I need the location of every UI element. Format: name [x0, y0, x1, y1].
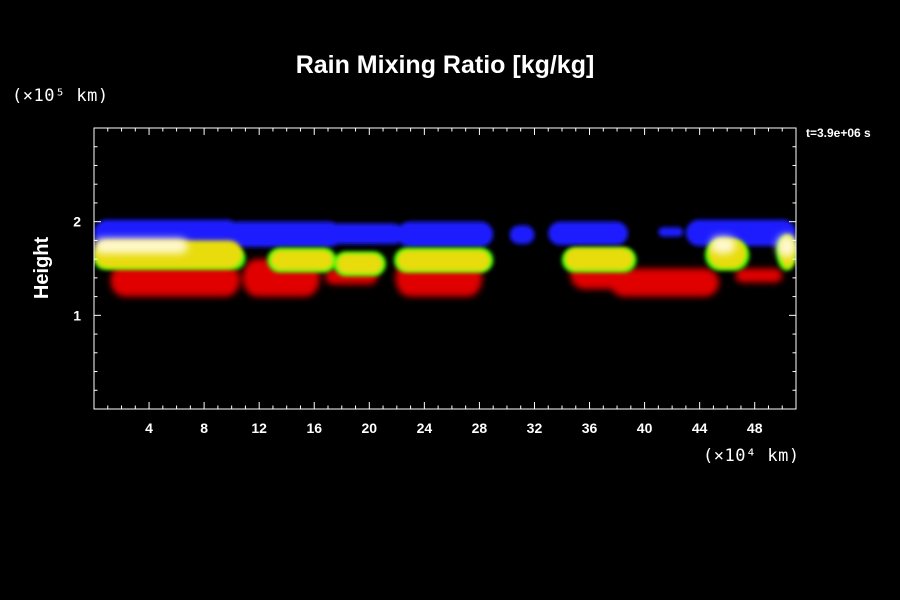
blue-band-blob-2: [226, 221, 342, 247]
x-units-label: (×10⁴ km): [703, 446, 800, 466]
y-tick-label-1: 1: [73, 307, 81, 323]
plot-field: [94, 219, 796, 297]
time-label: t=3.9e+06 s: [806, 126, 871, 140]
yellow-core-blob-4: [396, 249, 491, 272]
x-tick-label-20: 20: [362, 420, 378, 436]
x-tick-label-32: 32: [527, 420, 543, 436]
blue-band-blob-4: [396, 221, 494, 247]
x-tick-label-48: 48: [747, 420, 763, 436]
y-axis-label: Height: [31, 237, 53, 300]
x-tick-label-16: 16: [306, 420, 322, 436]
axis-ticks: [94, 128, 796, 409]
blue-band-blob-7: [658, 227, 684, 237]
chart-title: Rain Mixing Ratio [kg/kg]: [296, 51, 595, 79]
red-region-blob-6: [610, 268, 719, 297]
x-tick-label-8: 8: [200, 420, 208, 436]
red-region-blob-1: [110, 263, 240, 297]
yellow-core-blob-5: [564, 247, 634, 271]
plot-frame: [93, 127, 797, 410]
red-region-blob-7: [735, 268, 783, 283]
y-tick-label-2: 2: [73, 214, 81, 230]
x-tick-label-36: 36: [582, 420, 598, 436]
x-tick-label-12: 12: [251, 420, 267, 436]
pale-core-blob-1: [94, 238, 188, 254]
yellow-core-blob-2: [270, 249, 334, 271]
x-tick-label-4: 4: [145, 420, 153, 436]
yellow-core-blob-3: [336, 253, 384, 275]
y-units-label: (×10⁵ km): [12, 86, 109, 106]
pale-core-blob-3: [776, 234, 796, 258]
x-tick-label-24: 24: [417, 420, 433, 436]
blue-band-blob-3: [328, 223, 404, 245]
pale-core-layer: [94, 234, 796, 258]
x-tick-label-28: 28: [472, 420, 488, 436]
x-tick-label-40: 40: [637, 420, 653, 436]
blue-band-blob-5: [509, 225, 535, 245]
pale-core-blob-2: [710, 236, 736, 254]
blue-band-blob-6: [548, 221, 629, 246]
x-tick-label-44: 44: [692, 420, 708, 436]
